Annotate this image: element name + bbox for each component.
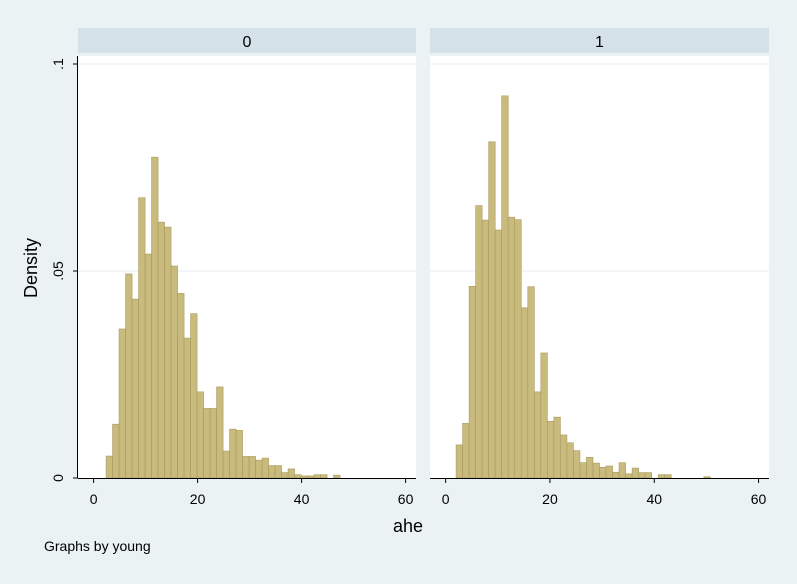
histogram-bar [501,95,509,479]
histogram-bar [294,474,302,479]
histogram-bar [281,472,289,479]
histogram-bar [481,219,489,479]
histogram-bar [118,328,126,479]
histogram-bar [183,337,191,479]
histogram-bar [455,444,463,479]
histogram-bar [612,471,620,479]
y-tick-label: .05 [50,261,66,281]
histogram-bar [605,465,613,479]
y-tick-label: .1 [50,58,66,70]
histogram-bar [553,416,561,479]
histogram-bar [468,286,476,479]
histogram-bar [333,474,341,479]
histogram-bar [144,253,152,479]
histogram-bar [190,313,198,479]
histogram-bar [255,459,263,479]
histogram-bar [170,265,178,479]
histogram-bar [475,205,483,479]
histogram-bar [547,420,555,479]
bars [455,95,711,479]
histogram-bar [579,462,587,479]
histogram-bar [592,462,600,479]
histogram-bar [164,226,172,479]
x-tick-label: 40 [646,491,662,507]
histogram-bar [618,462,626,479]
histogram-bar [320,474,328,479]
panel-header-label: 0 [243,34,252,51]
x-tick-label: 60 [751,491,767,507]
histogram-bar [638,472,646,479]
histogram-bar [703,476,711,479]
histogram-bar [157,221,165,479]
histogram-bar [488,141,496,479]
panel-header-label: 1 [595,34,604,51]
histogram-bar [494,229,503,479]
x-tick-label: 60 [398,491,414,507]
histogram-bar [625,473,633,479]
histogram-bar [586,456,594,479]
histogram-bar [131,298,139,479]
histogram-bar [534,391,542,479]
y-axis-label: Density [21,238,41,298]
panel-header [78,28,416,53]
x-tick-label: 0 [90,491,98,507]
histogram-bar [177,293,185,479]
histogram-bar [657,474,665,479]
panel-header [430,28,769,53]
histogram-bar [300,475,308,479]
x-tick-label: 40 [294,491,310,507]
histogram-bar [105,455,113,479]
histogram-bar [664,474,672,479]
histogram-bar [313,474,321,479]
histogram-bar [261,457,269,479]
histogram-bar [242,456,250,479]
histogram-bar [540,352,548,479]
x-tick-label: 0 [442,491,450,507]
histogram-bar [520,307,529,479]
histogram-bar [229,428,237,479]
histogram-bar [274,465,282,479]
panels: 0 0 20 40 60 1 0 20 40 60 [78,28,769,507]
x-axis-label: ahe [393,516,423,536]
histogram-bar [527,286,535,479]
histogram-bar [462,423,470,479]
panel-1: 1 0 20 40 60 [430,28,769,507]
histogram-bar [631,467,639,479]
histogram-bar [268,465,276,479]
histogram-bar [566,442,574,479]
histogram-bar [599,466,607,479]
histogram-bar [248,456,256,479]
histogram-bar [560,434,568,479]
histogram-bar [209,408,217,479]
histogram-bar [222,450,230,479]
x-tick-label: 20 [542,491,558,507]
histogram-bar [235,430,243,479]
histogram-bar [573,450,581,479]
histogram-bar [216,386,224,479]
panel-0: 0 0 20 40 60 [78,28,416,507]
graphs-by-note: Graphs by young [44,538,151,554]
histogram-bar [287,468,295,479]
histogram-bar [507,216,516,479]
histogram-bar [151,156,159,479]
histogram-bar [644,472,652,479]
y-tick-label: 0 [50,474,66,482]
histogram-bar [307,475,315,479]
y-axis: Density 0 .05 .1 [21,56,78,482]
histogram-bar [138,197,146,479]
x-tick-label: 20 [190,491,206,507]
histogram-bar [196,391,204,479]
histogram-bar [514,219,522,479]
histogram-bar [112,423,120,479]
histogram-bar [203,408,211,479]
histogram-bar [125,273,133,479]
